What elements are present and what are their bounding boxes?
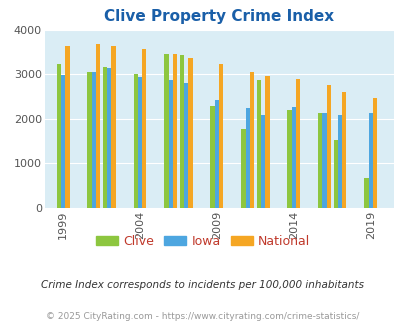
Bar bbox=[133, 74, 138, 208]
Legend: Clive, Iowa, National: Clive, Iowa, National bbox=[90, 230, 315, 253]
Bar bbox=[168, 80, 173, 208]
Bar bbox=[264, 76, 269, 208]
Bar bbox=[337, 115, 341, 208]
Bar bbox=[65, 46, 69, 208]
Bar bbox=[142, 49, 146, 208]
Bar bbox=[138, 77, 142, 208]
Bar bbox=[183, 83, 188, 208]
Bar bbox=[214, 100, 219, 208]
Bar bbox=[333, 140, 337, 208]
Bar bbox=[363, 178, 368, 208]
Bar bbox=[241, 129, 245, 208]
Bar bbox=[372, 98, 376, 208]
Bar bbox=[249, 72, 254, 208]
Bar bbox=[87, 72, 92, 208]
Bar bbox=[326, 85, 330, 208]
Bar bbox=[61, 75, 65, 208]
Bar bbox=[188, 58, 192, 208]
Bar bbox=[291, 107, 295, 208]
Bar bbox=[318, 114, 322, 208]
Title: Clive Property Crime Index: Clive Property Crime Index bbox=[104, 9, 333, 24]
Bar bbox=[96, 44, 100, 208]
Bar bbox=[368, 114, 372, 208]
Bar bbox=[322, 114, 326, 208]
Bar bbox=[92, 73, 96, 208]
Bar bbox=[173, 54, 177, 208]
Bar bbox=[260, 115, 264, 208]
Bar bbox=[111, 46, 115, 208]
Text: © 2025 CityRating.com - https://www.cityrating.com/crime-statistics/: © 2025 CityRating.com - https://www.city… bbox=[46, 312, 359, 321]
Bar bbox=[295, 79, 300, 208]
Bar bbox=[57, 64, 61, 208]
Bar bbox=[219, 64, 223, 208]
Bar bbox=[102, 67, 107, 208]
Bar bbox=[287, 110, 291, 208]
Text: Crime Index corresponds to incidents per 100,000 inhabitants: Crime Index corresponds to incidents per… bbox=[41, 280, 364, 290]
Bar bbox=[245, 108, 249, 208]
Bar bbox=[179, 55, 183, 208]
Bar bbox=[107, 68, 111, 208]
Bar bbox=[164, 54, 168, 208]
Bar bbox=[256, 80, 260, 208]
Bar bbox=[341, 92, 345, 208]
Bar bbox=[210, 106, 214, 208]
